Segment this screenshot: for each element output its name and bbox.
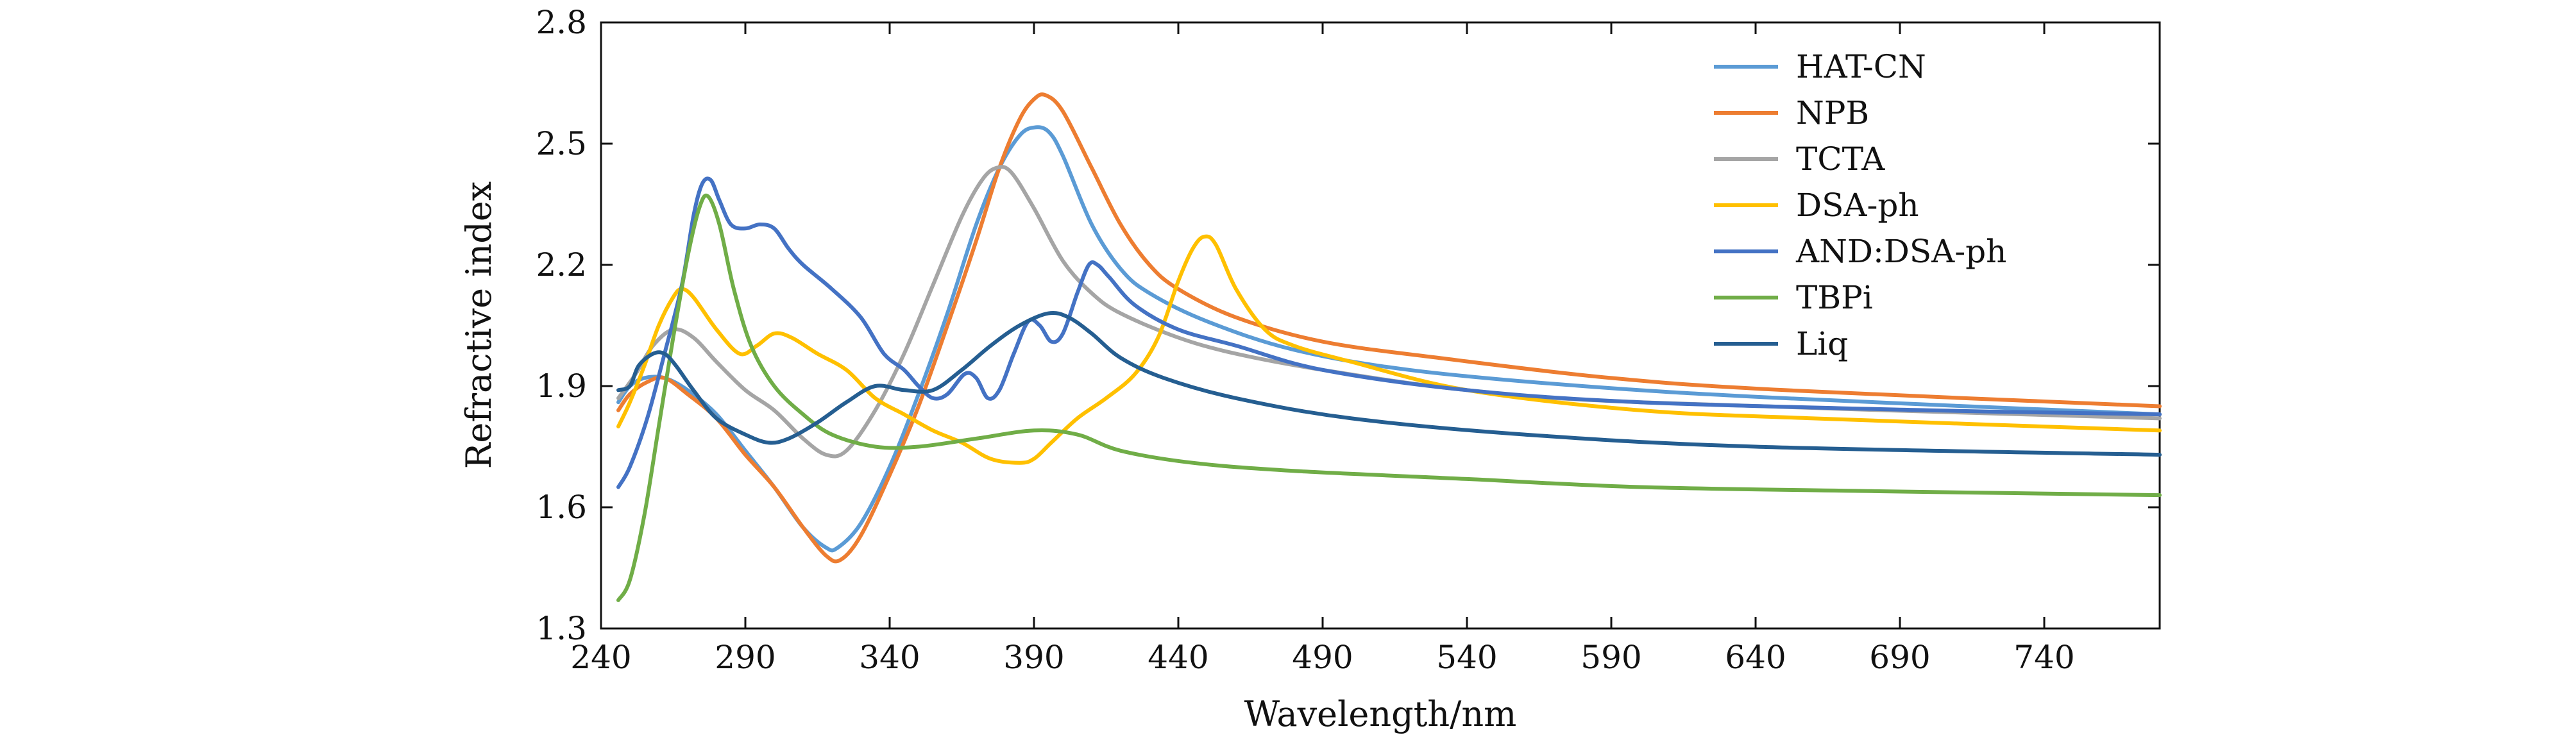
x-tick-label: 590 <box>1580 639 1641 676</box>
legend-label-dsa-ph: DSA-ph <box>1796 187 1919 224</box>
y-tick-label: 1.6 <box>536 489 587 526</box>
y-tick-label: 2.5 <box>536 125 587 162</box>
x-tick-label: 690 <box>1869 639 1930 676</box>
axes <box>600 21 2161 630</box>
legend-label-tcta: TCTA <box>1796 140 1885 178</box>
x-tick-label: 290 <box>715 639 775 676</box>
x-axis-title: Wavelength/nm <box>1244 694 1517 734</box>
y-tick-label: 1.9 <box>536 367 587 405</box>
legend-label-tbpi: TBPi <box>1796 279 1873 316</box>
y-axis-title: Refractive index <box>459 181 499 469</box>
x-tick-label: 440 <box>1148 639 1208 676</box>
legend-label-liq: Liq <box>1796 325 1848 362</box>
x-tick-label: 490 <box>1292 639 1353 676</box>
series-line-liq <box>616 310 2162 457</box>
series-line-hat-cn <box>616 125 2162 553</box>
series-line-tbpi <box>616 193 2162 602</box>
x-tick-label: 640 <box>1725 639 1786 676</box>
series-line-npb <box>616 92 2162 564</box>
x-tick-label: 390 <box>1003 639 1064 676</box>
ticks: 240 290 340 390 440 490 540 590 640 690 740 1.3 1.6 1… <box>536 4 2160 676</box>
y-tick-label: 2.2 <box>536 246 587 283</box>
x-tick-label: 740 <box>2013 639 2074 676</box>
series-line-tcta <box>616 165 2162 459</box>
x-tick-label: 340 <box>859 639 920 676</box>
legend-label-and-dsa-ph: AND:DSA-ph <box>1795 233 2006 270</box>
y-tick-label: 1.3 <box>536 610 587 647</box>
x-tick-label: 540 <box>1436 639 1497 676</box>
x-tick-label: 240 <box>570 639 631 676</box>
plot-frame <box>600 21 2161 630</box>
series-line-and-dsa-ph <box>616 176 2162 489</box>
legend-label-npb: NPB <box>1796 94 1869 131</box>
legend: HAT-CN NPB TCTA DSA-ph AND:DSA-ph TBPi Liq <box>1714 48 2006 362</box>
series-line-dsa-ph <box>616 234 2162 465</box>
series-lines <box>616 92 2162 602</box>
legend-label-hat-cn: HAT-CN <box>1796 48 1926 85</box>
y-tick-label: 2.8 <box>536 4 587 41</box>
